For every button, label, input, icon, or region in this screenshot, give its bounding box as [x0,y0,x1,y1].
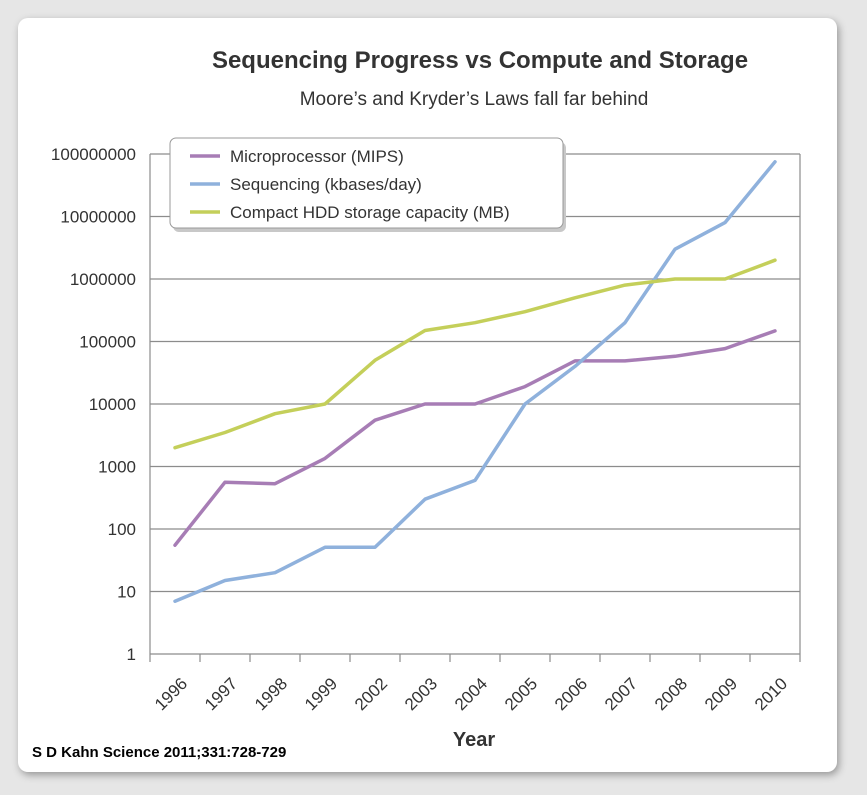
legend-label: Microprocessor (MIPS) [230,147,404,166]
legend: Microprocessor (MIPS) Sequencing (kbases/… [169,137,566,232]
chart-subtitle: Moore’s and Kryder’s Laws fall far behin… [300,89,649,110]
x-tick-label: 2004 [451,674,491,714]
x-tick-label: 1998 [251,674,291,714]
x-tick-label: 1997 [201,674,241,714]
series-line-2 [173,258,777,450]
y-tick-label: 10 [117,583,136,602]
series-line-1 [173,160,777,603]
y-tick-label: 100 [108,520,136,539]
x-tick-label: 2010 [751,674,791,714]
x-tick-label: 2007 [601,674,641,714]
x-tick-label: 2008 [651,674,691,714]
legend-label: Sequencing (kbases/day) [230,175,422,194]
x-tick-label: 1996 [151,674,191,714]
legend-box [169,137,564,229]
y-tick-label: 10000 [89,395,136,414]
x-tick-label: 2005 [501,674,541,714]
series-line-0 [173,329,777,547]
legend-label: Compact HDD storage capacity (MB) [230,203,510,222]
series-lines [173,160,777,603]
y-tick-label: 1 [127,645,136,664]
y-tick-label: 1000 [98,458,136,477]
x-tick-label: 2009 [701,674,741,714]
x-tick-label: 2006 [551,674,591,714]
y-tick-label: 100000000 [51,145,136,164]
x-tick-label: 2002 [351,674,391,714]
y-tick-label: 10000000 [60,208,136,227]
x-tick-label: 1999 [301,674,341,714]
x-tick-label: 2003 [401,674,441,714]
chart-title: Sequencing Progress vs Compute and Stora… [212,47,748,74]
x-axis-title: Year [453,729,495,751]
y-tick-label: 100000 [79,333,136,352]
y-tick-label: 1000000 [70,270,136,289]
citation: S D Kahn Science 2011;331:728-729 [32,744,287,761]
